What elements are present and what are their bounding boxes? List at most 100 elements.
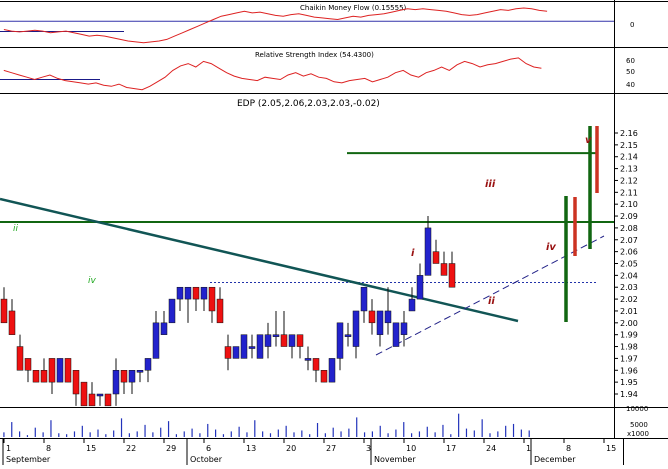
- price-tick-label: 1.99: [620, 331, 638, 340]
- x-tick-label: 27: [326, 444, 336, 453]
- price-candle: [416, 263, 424, 300]
- rsi-tick-60: 60: [626, 57, 635, 65]
- price-candle: [48, 358, 56, 394]
- rsi-tick-40: 40: [626, 81, 635, 89]
- descending-trendline: [0, 197, 519, 323]
- cmf-series-line: [3, 7, 548, 44]
- price-candle: [328, 358, 336, 383]
- price-tick-label: 2.01: [620, 307, 638, 316]
- price-candle: [440, 251, 448, 276]
- price-tick-label: 2.13: [620, 165, 638, 174]
- month-label: September: [6, 455, 51, 464]
- rsi-tick-50: 50: [626, 68, 635, 76]
- x-tick-label: 15: [86, 444, 96, 453]
- wave-label: iv: [88, 276, 97, 286]
- wave-label: i: [411, 248, 415, 259]
- price-candle: [352, 310, 360, 359]
- price-candle: [200, 286, 208, 311]
- price-tick-label: 2.07: [620, 236, 638, 245]
- price-tick-label: 2.08: [620, 224, 638, 233]
- price-tick-label: 2.09: [620, 212, 638, 221]
- x-tick-label: 22: [126, 444, 136, 453]
- price-tick-label: 1.98: [620, 343, 638, 352]
- price-candle: [24, 358, 32, 383]
- price-candle: [392, 322, 400, 347]
- x-tick-label: 1: [526, 444, 531, 453]
- x-tick-label: 3: [366, 444, 371, 453]
- month-label: October: [190, 455, 223, 464]
- price-candle: [120, 370, 128, 394]
- price-tick-label: 2.06: [620, 248, 638, 257]
- price-candle: [272, 310, 280, 347]
- price-candle: [312, 358, 320, 383]
- price-candle: [8, 299, 16, 335]
- x-tick-label: 8: [46, 444, 51, 453]
- price-candle: [0, 287, 8, 324]
- wave-label: iv: [546, 242, 556, 253]
- price-candle: [336, 322, 344, 371]
- x-tick-label: 13: [246, 444, 256, 453]
- cmf-tick-zero: 0: [630, 21, 634, 29]
- month-label: December: [534, 455, 576, 464]
- x-tick-label: 15: [606, 444, 616, 453]
- x-tick-label: 24: [486, 444, 496, 453]
- price-candle: [304, 346, 312, 371]
- price-candle: [152, 310, 160, 359]
- x-tick-label: 6: [206, 444, 211, 453]
- price-panel: EDP (2.05,2.06,2.03,2.03,-0.02) 2.16 2.15…: [0, 99, 638, 407]
- wave-label: v: [585, 135, 592, 146]
- price-tick-label: 2.00: [620, 319, 638, 328]
- cmf-title: Chaikin Money Flow (0.15555): [300, 4, 407, 12]
- price-candle: [168, 298, 176, 324]
- rsi-title: Relative Strength Index (54.4300): [255, 51, 374, 59]
- price-candle: [128, 370, 136, 394]
- price-tick-label: 2.14: [620, 153, 638, 162]
- rsi-series-line: [3, 57, 542, 91]
- price-candle: [40, 358, 48, 383]
- price-tick-label: 2.05: [620, 260, 638, 269]
- price-tick-label: 2.11: [620, 188, 638, 197]
- volume-tick-10000: 10000: [626, 405, 648, 413]
- price-candle: [104, 393, 112, 407]
- price-candle: [32, 370, 40, 383]
- price-tick-label: 1.95: [620, 378, 638, 387]
- price-tick-label: 1.97: [620, 354, 638, 363]
- price-candle: [288, 334, 296, 359]
- price-candle: [208, 286, 216, 323]
- x-tick-label: 20: [286, 444, 296, 453]
- price-candle: [224, 334, 232, 371]
- price-candle: [192, 286, 200, 311]
- price-candle: [16, 334, 24, 371]
- price-tick-label: 2.16: [620, 129, 638, 138]
- price-candle: [96, 393, 104, 406]
- price-title: EDP (2.05,2.06,2.03,2.03,-0.02): [237, 99, 380, 109]
- price-tick-label: 2.15: [620, 141, 638, 150]
- price-candle: [160, 310, 168, 335]
- volume-tick-5000: 5000: [630, 421, 648, 429]
- price-tick-label: 2.04: [620, 271, 638, 280]
- price-candle: [256, 334, 264, 359]
- wave-label: ii: [488, 296, 495, 307]
- price-candle: [264, 322, 272, 359]
- wave-label: iii: [485, 179, 496, 190]
- price-candle: [432, 239, 440, 264]
- price-candle: [240, 334, 248, 359]
- price-tick-label: 1.94: [620, 390, 638, 399]
- price-candle: [112, 358, 120, 406]
- price-candle: [448, 251, 456, 288]
- price-candle: [320, 370, 328, 383]
- price-tick-label: 2.03: [620, 283, 638, 292]
- price-candle: [56, 358, 64, 383]
- price-candle: [344, 322, 352, 347]
- price-candle: [64, 358, 72, 383]
- price-tick-label: 1.96: [620, 366, 638, 375]
- x-axis: 1 8 15 22 29 6 13 20 27 3 10 17 24 1 8 15 September Octob…: [2, 438, 616, 465]
- price-candle: [216, 287, 224, 324]
- x-tick-label: 10: [406, 444, 416, 453]
- x-tick-label: 8: [566, 444, 571, 453]
- wave-label: ii: [13, 224, 19, 234]
- price-candle: [360, 286, 368, 323]
- x-tick-label: 1: [6, 444, 11, 453]
- price-candle: [384, 287, 392, 335]
